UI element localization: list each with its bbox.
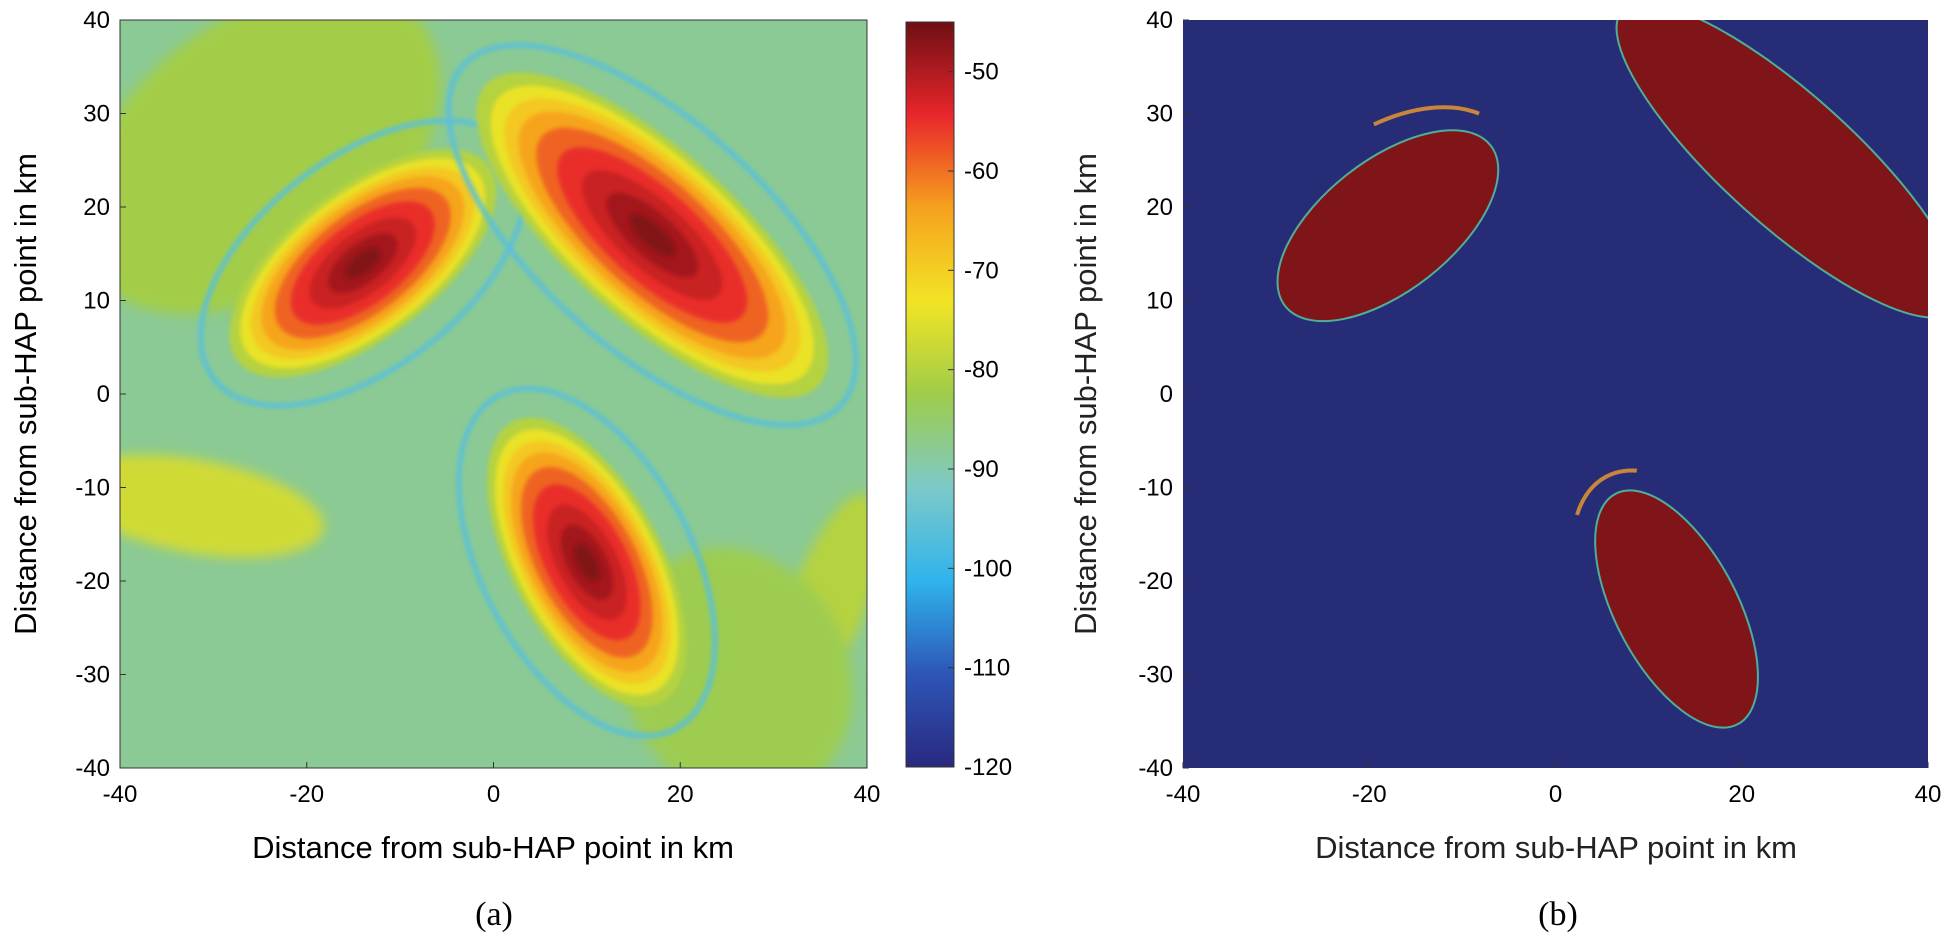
coverage-region-1: [1615, 20, 1928, 319]
colorbar-tick-label: -110: [964, 655, 1010, 682]
b-x-tick-label: 0: [1549, 781, 1562, 808]
a-y-tick-label: -30: [75, 662, 110, 689]
b-x-tick-label: -40: [1166, 781, 1201, 808]
beam-contour: [573, 543, 600, 582]
b-x-tick-label: 20: [1728, 781, 1755, 808]
x-axis-label-a: Distance from sub-HAP point in km: [252, 830, 734, 865]
y-ticks-b: 40 30 20 10 0 -10 -20 -30 -40: [1138, 7, 1189, 782]
coverage-region-0: [1276, 129, 1500, 323]
colorbar-tick-label: -100: [964, 555, 1012, 582]
colorbar-tick-label: -50: [964, 59, 999, 86]
a-x-tick-label: 20: [667, 781, 694, 808]
a-y-tick-label: 40: [83, 7, 110, 34]
beam-null-ring: [446, 42, 859, 428]
colorbar-tick-label: -80: [964, 357, 999, 384]
a-y-tick-label: -20: [75, 568, 110, 595]
a-x-tick-label: 40: [854, 781, 881, 808]
colorbar: [905, 21, 955, 768]
b-y-tick-label: 40: [1146, 7, 1173, 34]
beam-contour: [345, 248, 381, 278]
b-y-tick-label: 0: [1160, 381, 1173, 408]
colorbar-tick-label: -60: [964, 158, 999, 185]
a-x-tick-label: 0: [487, 781, 500, 808]
a-x-tick-label: -40: [103, 781, 138, 808]
b-y-tick-label: -20: [1138, 568, 1173, 595]
colorbar-tick-label: -70: [964, 257, 999, 284]
b-y-tick-label: 10: [1146, 288, 1173, 315]
panel-a: -40 -20 0 20 40 40 30 20 10 0 -10 -20 -30 -40 Distan…: [8, 7, 1012, 933]
b-y-tick-label: -40: [1138, 755, 1173, 782]
x-ticks-a: -40 -20 0 20 40: [103, 762, 881, 808]
beam-2: [456, 386, 718, 739]
a-y-tick-label: 10: [83, 288, 110, 315]
y-axis-label-a: Distance from sub-HAP point in km: [8, 153, 43, 635]
caption-a: (a): [475, 896, 513, 933]
b-x-tick-label: 40: [1915, 781, 1942, 808]
sidelobe-arc: [1575, 468, 1637, 516]
a-y-tick-label: 30: [83, 101, 110, 128]
sidelobe-band: [120, 454, 324, 558]
coverage-region-2: [1594, 489, 1759, 729]
x-axis-label-b: Distance from sub-HAP point in km: [1315, 830, 1797, 865]
panel-b: -40 -20 0 20 40 40 30 20 10 0 -10 -20 -30 -40 Distan…: [1068, 7, 1942, 933]
y-axis-label-b: Distance from sub-HAP point in km: [1068, 153, 1103, 635]
a-y-tick-label: -40: [75, 755, 110, 782]
a-y-tick-label: 0: [97, 381, 110, 408]
sidelobe-arc: [1373, 105, 1480, 127]
caption-b: (b): [1538, 896, 1578, 933]
beam-sidelobes: [120, 20, 867, 768]
heatmap-a-field: [120, 20, 867, 768]
b-y-tick-label: 20: [1146, 194, 1173, 221]
a-y-tick-label: -10: [75, 475, 110, 502]
b-y-tick-label: -30: [1138, 662, 1173, 689]
beam-null-ring: [456, 386, 718, 739]
a-y-tick-label: 20: [83, 194, 110, 221]
beam-contour: [629, 213, 676, 257]
colorbar-ticks: -50 -60 -70 -80 -90 -100 -110 -120: [948, 59, 1012, 781]
colorbar-tick-label: -120: [964, 754, 1012, 781]
beam-0: [198, 118, 528, 409]
b-x-tick-label: -20: [1352, 781, 1387, 808]
b-y-tick-label: 30: [1146, 101, 1173, 128]
a-x-tick-label: -20: [289, 781, 324, 808]
heatmap-b-field: [1276, 20, 1928, 729]
b-y-tick-label: -10: [1138, 475, 1173, 502]
colorbar-tick-label: -90: [964, 456, 999, 483]
y-ticks-a: 40 30 20 10 0 -10 -20 -30 -40: [75, 7, 126, 782]
beam-1: [446, 42, 859, 428]
x-ticks-b: -40 -20 0 20 40: [1166, 762, 1942, 808]
